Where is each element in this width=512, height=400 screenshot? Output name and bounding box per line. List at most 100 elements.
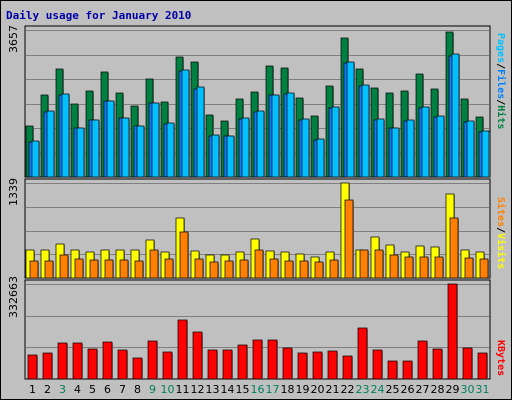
day-label-7: 7 [119, 383, 126, 396]
bar-kbytes-day-24 [372, 349, 383, 380]
day-label-11: 11 [176, 383, 190, 396]
bar-sites-day-11 [179, 231, 189, 279]
day-label-25: 25 [386, 383, 400, 396]
bar-pages-day-4 [76, 127, 85, 178]
bar-sites-day-26 [404, 256, 414, 279]
bar-pages-day-8 [136, 125, 145, 178]
day-label-17: 17 [266, 383, 280, 396]
bar-sites-day-20 [314, 261, 324, 279]
bar-sites-day-23 [359, 249, 369, 279]
bar-sites-day-10 [164, 258, 174, 279]
bar-kbytes-day-21 [327, 350, 338, 380]
bar-kbytes-day-4 [72, 342, 83, 380]
bar-kbytes-day-11 [177, 319, 188, 380]
bar-pages-day-2 [46, 110, 55, 178]
bar-sites-day-16 [254, 249, 264, 279]
bar-sites-day-9 [149, 249, 159, 279]
panel-top-bars [25, 31, 490, 178]
day-labels: 1 2 3 4 5 6 7 8 9 10 11 12 13 14 15 16 17 18 19 20 21 22 23 24 2… [29, 383, 490, 396]
panel-top-max-label: 3657 [7, 25, 20, 53]
bar-pages-day-20 [316, 138, 325, 178]
bar-kbytes-day-18 [282, 347, 293, 380]
bar-kbytes-day-15 [237, 344, 248, 380]
bar-pages-day-9 [151, 102, 160, 178]
day-label-27: 27 [416, 383, 430, 396]
bar-pages-day-26 [406, 119, 415, 178]
bar-sites-day-31 [479, 258, 489, 279]
day-label-14: 14 [221, 383, 235, 396]
bar-sites-day-14 [224, 260, 234, 279]
bar-kbytes-day-17 [267, 339, 278, 380]
bar-pages-day-6 [106, 100, 115, 178]
day-label-2: 2 [44, 383, 51, 396]
day-label-21: 21 [326, 383, 340, 396]
bar-sites-day-7 [119, 259, 129, 279]
bar-pages-day-10 [166, 122, 175, 178]
bar-kbytes-day-2 [42, 352, 53, 380]
bar-sites-day-27 [419, 256, 429, 279]
bar-pages-day-13 [211, 134, 220, 178]
day-label-23: 23 [356, 383, 370, 396]
bar-sites-day-8 [134, 260, 144, 279]
bar-pages-day-17 [271, 94, 280, 178]
legend-sites: Sites [495, 197, 507, 227]
bar-pages-day-18 [286, 92, 295, 178]
bar-sites-day-1 [29, 260, 39, 279]
day-label-28: 28 [431, 383, 445, 396]
bar-sites-day-25 [389, 254, 399, 279]
panel-top-legend: Pages/Files/Hits [495, 33, 507, 129]
bar-kbytes-day-1 [27, 354, 38, 380]
legend-slash-2: / [495, 99, 506, 105]
bar-kbytes-day-28 [432, 348, 443, 380]
bar-pages-day-7 [121, 117, 130, 178]
bar-sites-day-15 [239, 259, 249, 279]
day-label-16: 16 [251, 383, 265, 396]
bar-kbytes-day-3 [57, 342, 68, 380]
bar-kbytes-day-20 [312, 351, 323, 380]
day-label-18: 18 [281, 383, 295, 396]
bar-pages-day-21 [331, 106, 340, 178]
day-label-10: 10 [161, 383, 175, 396]
bar-pages-day-12 [196, 86, 205, 178]
bar-kbytes-day-5 [87, 348, 98, 380]
bar-kbytes-day-7 [117, 349, 128, 380]
day-label-26: 26 [401, 383, 415, 396]
bar-sites-day-3 [59, 254, 69, 279]
bar-sites-day-13 [209, 261, 219, 279]
bar-sites-day-28 [434, 256, 444, 279]
bar-kbytes-day-13 [207, 349, 218, 380]
bar-kbytes-day-10 [162, 351, 173, 380]
bar-pages-day-30 [466, 120, 475, 178]
legend-files: Files [495, 69, 507, 99]
day-label-3: 3 [59, 383, 66, 396]
day-label-31: 31 [476, 383, 490, 396]
day-label-1: 1 [29, 383, 36, 396]
bar-sites-day-17 [269, 258, 279, 279]
legend-slash-1: / [495, 63, 506, 69]
legend-visits: Visits [495, 233, 507, 269]
bar-kbytes-day-29 [447, 283, 458, 380]
bar-sites-day-5 [89, 259, 99, 279]
bar-pages-day-5 [91, 119, 100, 178]
bar-kbytes-day-19 [297, 352, 308, 380]
panel-bottom-legend: KBytes [495, 340, 506, 376]
bar-pages-day-14 [226, 135, 235, 178]
day-label-5: 5 [89, 383, 96, 396]
bar-sites-day-6 [104, 259, 114, 279]
bar-pages-day-16 [256, 110, 265, 178]
bar-sites-day-18 [284, 260, 294, 279]
legend-hits: Hits [495, 105, 507, 129]
bar-kbytes-day-14 [222, 349, 233, 380]
day-label-8: 8 [134, 383, 141, 396]
bar-sites-day-22 [344, 199, 354, 279]
bar-pages-day-15 [241, 117, 250, 178]
day-label-19: 19 [296, 383, 310, 396]
bar-kbytes-day-23 [357, 327, 368, 380]
bar-pages-day-19 [301, 118, 310, 178]
bar-kbytes-day-16 [252, 339, 263, 380]
bar-sites-day-24 [374, 249, 384, 279]
day-label-22: 22 [341, 383, 355, 396]
bar-kbytes-day-22 [342, 355, 353, 380]
bar-kbytes-day-30 [462, 347, 473, 380]
bar-kbytes-day-27 [417, 340, 428, 380]
